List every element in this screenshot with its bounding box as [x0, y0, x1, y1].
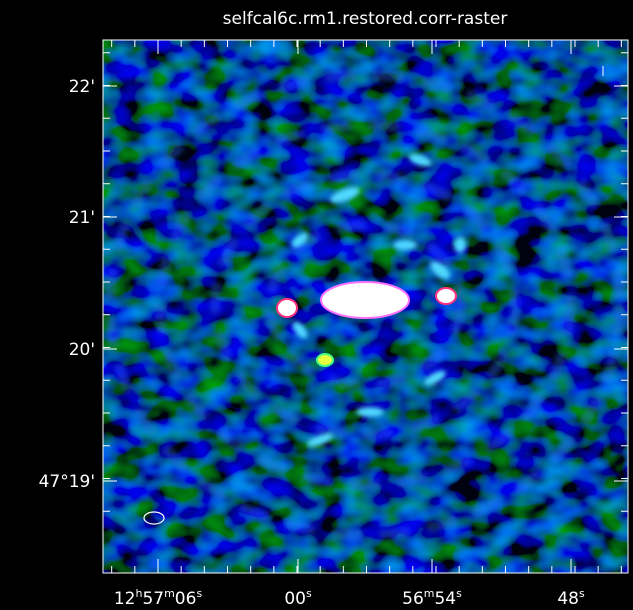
- title: selfcal6c.rm1.restored.corr-raster: [223, 9, 508, 29]
- unit: m: [424, 587, 435, 600]
- y-tick-label: 20': [69, 340, 95, 360]
- unit: h: [135, 587, 142, 600]
- y-tick-label: 21': [69, 208, 95, 228]
- sky-image: [103, 40, 628, 573]
- unit: s: [456, 587, 462, 600]
- y-tick-label: 47°19': [39, 472, 95, 492]
- number: 00: [284, 589, 306, 609]
- hotspot: [436, 288, 456, 304]
- number: 57: [142, 589, 164, 609]
- number: 06: [175, 589, 197, 609]
- hotspot: [277, 299, 297, 317]
- number: 12: [114, 589, 136, 609]
- number: 56: [402, 589, 424, 609]
- unit: s: [306, 587, 312, 600]
- unit: m: [164, 587, 175, 600]
- page: {"title": "selfcal6c.rm1.restored.corr-r…: [0, 0, 633, 610]
- number: 48: [557, 589, 579, 609]
- figure: selfcal6c.rm1.restored.corr-raster 22' 21…: [0, 0, 633, 610]
- number: 54: [434, 589, 456, 609]
- core: [321, 282, 409, 318]
- unit: s: [579, 587, 585, 600]
- y-tick-label: 22': [69, 77, 95, 97]
- knot: [317, 354, 333, 366]
- x-tick-label: 12h57m06s: [114, 587, 203, 609]
- unit: s: [196, 587, 202, 600]
